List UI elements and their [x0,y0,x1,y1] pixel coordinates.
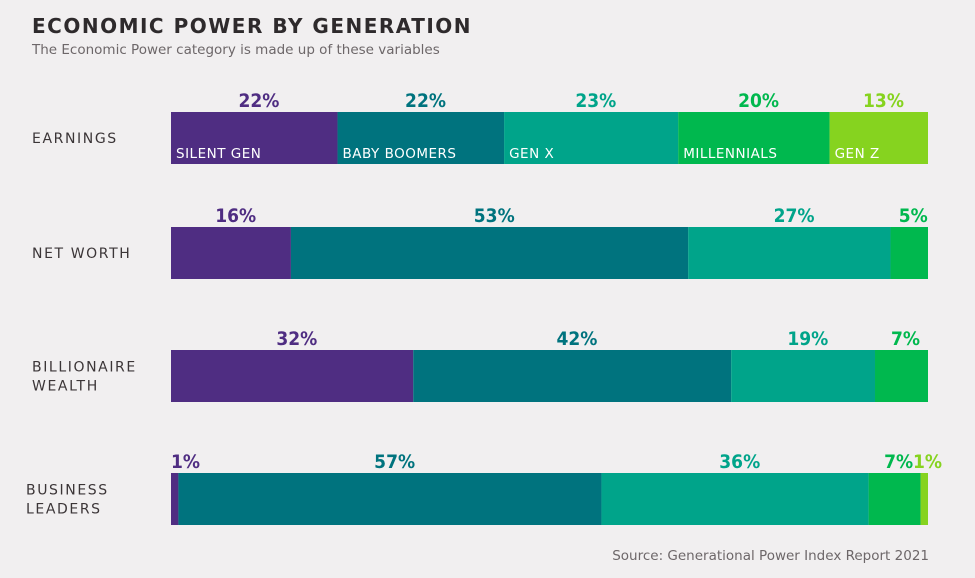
bar-segment [290,227,689,279]
series-label: GEN X [509,146,554,162]
chart-title: ECONOMIC POWER BY GENERATION [32,14,473,38]
row-label: BILLIONAIRE [32,360,137,376]
data-label: 16% [215,205,256,227]
data-label: 53% [474,205,515,227]
bar-segment [504,112,679,164]
data-label: 13% [863,90,904,112]
row-label: NET WORTH [32,246,131,262]
bar-segment [868,473,921,525]
bar-segment [920,473,928,525]
series-label: BABY BOOMERS [343,146,457,162]
row-label: WEALTH [32,379,99,395]
series-label: MILLENNIALS [683,146,777,162]
data-label: 36% [719,451,760,473]
data-label: 1% [913,451,942,473]
row-label: BUSINESS [26,483,109,499]
bar-segment [337,112,505,164]
row-label: LEADERS [26,502,102,518]
data-label: 5% [899,205,928,227]
data-label: 32% [276,328,317,350]
data-label: 22% [239,90,280,112]
series-label: SILENT GEN [176,146,261,162]
chart-subtitle: The Economic Power category is made up o… [32,42,440,58]
source-note: Source: Generational Power Index Report … [612,548,929,564]
data-label: 1% [171,451,200,473]
bar-segment [171,473,179,525]
data-label: 57% [374,451,415,473]
bar-segment [171,227,291,279]
bar-segment [413,350,732,402]
bar-segment [829,112,928,164]
bar-segment [171,350,414,402]
bar-segment [171,112,338,164]
bar-segment [678,112,830,164]
series-label: GEN Z [835,146,880,162]
data-label: 20% [738,90,779,112]
bar-segment [890,227,928,279]
data-label: 7% [891,328,920,350]
data-label: 27% [774,205,815,227]
bar-segment [178,473,602,525]
bar-segment [601,473,869,525]
bar-segment [731,350,876,402]
data-label: 23% [575,90,616,112]
bar-segment [688,227,891,279]
data-label: 22% [405,90,446,112]
data-label: 7% [884,451,913,473]
data-label: 19% [787,328,828,350]
data-label: 42% [556,328,597,350]
bar-segment [875,350,928,402]
row-label: EARNINGS [32,131,118,147]
